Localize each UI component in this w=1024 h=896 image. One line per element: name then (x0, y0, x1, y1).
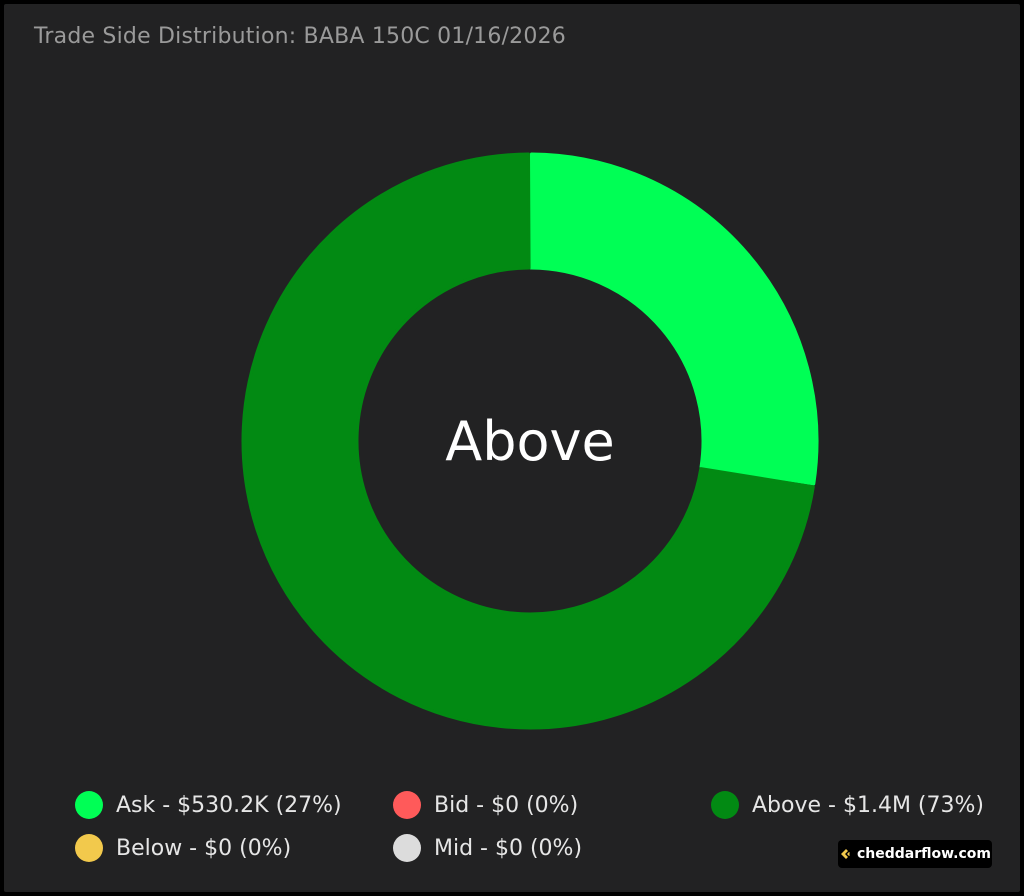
legend-dot-below (75, 834, 103, 862)
chart-panel: Trade Side Distribution: BABA 150C 01/16… (4, 4, 1020, 892)
chart-title: Trade Side Distribution: BABA 150C 01/16… (34, 24, 566, 49)
legend-label-above: Above - $1.4M (73%) (752, 792, 984, 818)
legend-dot-above (711, 791, 739, 819)
legend-dot-bid (393, 791, 421, 819)
brand-badge[interactable]: cheddarflow.com (838, 840, 992, 868)
legend-item-mid[interactable]: Mid - $0 (0%) (393, 834, 582, 862)
brand-text: cheddarflow.com (856, 846, 991, 862)
legend-label-below: Below - $0 (0%) (116, 835, 292, 861)
legend-item-above[interactable]: Above - $1.4M (73%) (711, 791, 984, 819)
legend-dot-ask (75, 791, 103, 819)
legend-label-ask: Ask - $530.2K (27%) (116, 792, 342, 818)
legend-dot-mid (393, 834, 421, 862)
legend-item-below[interactable]: Below - $0 (0%) (75, 834, 291, 862)
donut-chart: Above (241, 152, 819, 730)
cheddarflow-logo-icon (840, 849, 850, 859)
center-label: Above (445, 410, 614, 473)
slice-above[interactable] (241, 152, 815, 730)
slice-ask[interactable] (529, 152, 819, 486)
legend-label-bid: Bid - $0 (0%) (434, 792, 579, 818)
legend-label-mid: Mid - $0 (0%) (434, 835, 583, 861)
legend-item-bid[interactable]: Bid - $0 (0%) (393, 791, 578, 819)
legend-item-ask[interactable]: Ask - $530.2K (27%) (75, 791, 342, 819)
